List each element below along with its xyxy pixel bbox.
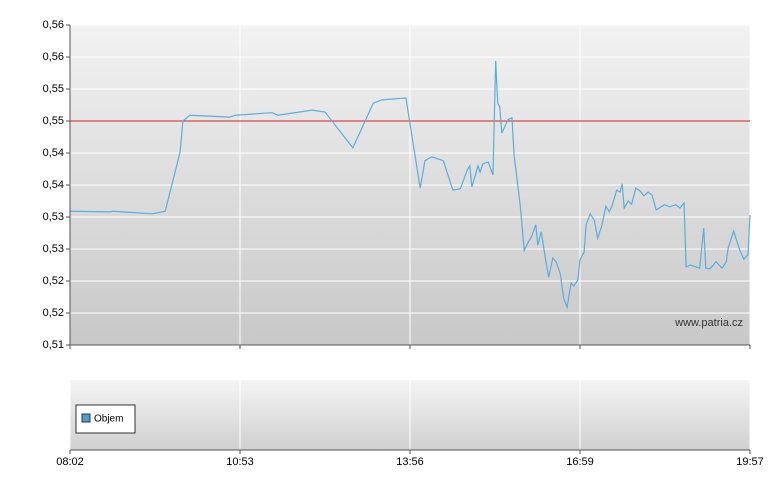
y-tick-label: 0,55 <box>43 83 64 95</box>
x-tick-label: 10:53 <box>226 456 254 468</box>
price-line <box>69 60 751 310</box>
legend-label: Objem <box>94 414 123 425</box>
x-tick-label: 16:59 <box>566 456 594 468</box>
marks <box>69 60 751 310</box>
x-tick-label: 19:57 <box>736 456 764 468</box>
y-tick-label: 0,56 <box>43 51 64 63</box>
y-tick-label: 0,52 <box>43 307 64 319</box>
legend-swatch <box>81 413 91 423</box>
y-tick-label: 0,56 <box>43 19 64 31</box>
y-tick-label: 0,51 <box>43 339 64 351</box>
y-tick-label: 0,54 <box>43 147 64 159</box>
watermark: www.patria.cz <box>674 317 743 329</box>
y-tick-label: 0,53 <box>43 211 64 223</box>
x-tick-label: 08:02 <box>56 456 84 468</box>
y-tick-label: 0,54 <box>43 179 64 191</box>
y-tick-label: 0,53 <box>43 243 64 255</box>
y-tick-label: 0,52 <box>43 275 64 287</box>
x-tick-label: 13:56 <box>396 456 424 468</box>
y-tick-label: 0,55 <box>43 115 64 127</box>
